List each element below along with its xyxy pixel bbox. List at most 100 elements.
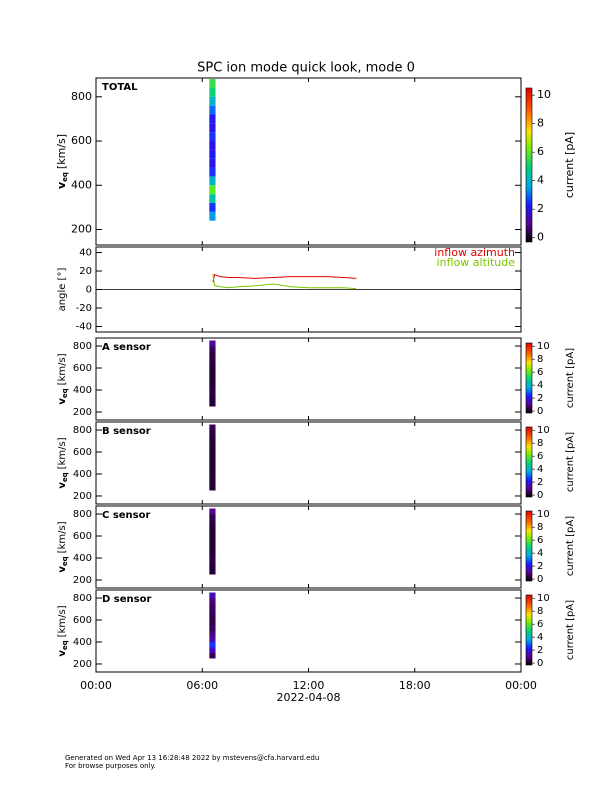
panel-frame bbox=[95, 589, 522, 673]
y-tick-label: 800 bbox=[73, 509, 92, 520]
y-tick-label: 200 bbox=[73, 575, 92, 586]
spectrogram-cell bbox=[209, 87, 216, 97]
spectrogram-cell bbox=[209, 446, 216, 453]
spectrogram-cell bbox=[209, 441, 216, 447]
y-axis-label: angle [°] bbox=[57, 268, 68, 312]
spectrogram-cell bbox=[209, 514, 216, 520]
spectrogram-cell bbox=[209, 340, 216, 347]
spectrogram-cell bbox=[209, 79, 216, 88]
colorbar-tick-label: 8 bbox=[537, 606, 543, 617]
spectrogram-cell bbox=[209, 468, 216, 474]
panel-label: B sensor bbox=[102, 426, 151, 437]
x-axis-label: 2022-04-08 bbox=[277, 691, 341, 704]
colorbar-tick-label: 0 bbox=[537, 231, 544, 244]
spectrogram-cell bbox=[209, 194, 216, 203]
colorbar-tick-label: 6 bbox=[537, 145, 544, 158]
y-axis-label: veq [km/s] bbox=[57, 521, 69, 572]
colorbar bbox=[525, 594, 533, 666]
y-label-symbol: v bbox=[57, 566, 68, 573]
y-tick-label: 800 bbox=[73, 593, 92, 604]
footer-line: For browse purposes only. bbox=[65, 762, 156, 770]
spectrogram-cell bbox=[209, 395, 216, 401]
y-tick-label: 400 bbox=[73, 469, 92, 480]
x-tick-label: 12:00 bbox=[293, 679, 325, 692]
y-tick-label: 200 bbox=[73, 659, 92, 670]
y-tick-label: 400 bbox=[73, 637, 92, 648]
spectrogram-cell bbox=[209, 149, 216, 159]
colorbar-tick-label: 0 bbox=[537, 490, 543, 501]
colorbar-tick-label: 6 bbox=[537, 619, 543, 630]
spectrogram-cell bbox=[209, 603, 216, 610]
spectrogram-cell bbox=[209, 96, 216, 106]
y-label-subscript: eq bbox=[61, 556, 69, 566]
colorbar-label: current [pA] bbox=[565, 348, 576, 408]
y-tick-label: 600 bbox=[71, 134, 92, 147]
y-tick-label: 200 bbox=[73, 491, 92, 502]
legend-entry: inflow altitude bbox=[437, 256, 516, 269]
colorbar-label: current [pA] bbox=[563, 132, 576, 198]
spectrogram-cell bbox=[209, 641, 216, 648]
series-line bbox=[212, 273, 357, 290]
colorbar-tick-label: 6 bbox=[537, 451, 543, 462]
y-tick-label: 600 bbox=[73, 447, 92, 458]
spectrogram-cell bbox=[209, 568, 216, 575]
spectrogram-cell bbox=[209, 185, 216, 195]
spectrogram-cell bbox=[209, 625, 216, 631]
colorbar-tick-label: 2 bbox=[537, 645, 543, 656]
spectrogram-cell bbox=[209, 424, 216, 431]
panel-frame bbox=[95, 505, 522, 589]
spectrogram-cell bbox=[209, 430, 216, 436]
spectrogram-cell bbox=[209, 452, 216, 458]
panel-frame bbox=[95, 421, 522, 505]
spectrogram-cell bbox=[209, 479, 216, 485]
colorbar-tick-label: 0 bbox=[537, 406, 543, 417]
spectrogram-cell bbox=[209, 530, 216, 537]
colorbar bbox=[525, 510, 533, 582]
spectrogram-cell bbox=[209, 379, 216, 385]
chart-title: SPC ion mode quick look, mode 0 bbox=[197, 61, 415, 76]
y-axis-label: veq [km/s] bbox=[55, 134, 69, 189]
y-tick-label: 600 bbox=[73, 615, 92, 626]
panel-frame bbox=[95, 337, 522, 421]
x-tick-label: 00:00 bbox=[80, 679, 112, 692]
spectrogram-cell bbox=[209, 362, 216, 369]
y-label-subscript: eq bbox=[61, 388, 69, 398]
spectrogram-cell bbox=[209, 547, 216, 553]
spectrogram-cell bbox=[209, 389, 216, 396]
colorbar-tick-label: 2 bbox=[537, 202, 544, 215]
spectrogram-cell bbox=[209, 123, 216, 133]
panel-label: A sensor bbox=[102, 342, 151, 353]
y-label-symbol: v bbox=[55, 181, 68, 189]
y-label-unit: [km/s] bbox=[55, 134, 68, 169]
panel-frame bbox=[95, 77, 522, 246]
colorbar-tick-label: 10 bbox=[537, 88, 551, 101]
spectrogram-cell bbox=[209, 457, 216, 463]
panel-label: TOTAL bbox=[102, 82, 138, 93]
colorbar-tick-label: 2 bbox=[537, 561, 543, 572]
colorbar bbox=[525, 426, 533, 498]
colorbar-tick-label: 8 bbox=[537, 354, 543, 365]
spectrogram-cell bbox=[209, 592, 216, 599]
x-tick-label: 18:00 bbox=[399, 679, 431, 692]
spectrogram-cell bbox=[209, 484, 216, 491]
y-tick-label: 0 bbox=[86, 285, 92, 296]
colorbar-tick-label: 4 bbox=[537, 464, 543, 475]
y-label-symbol: v bbox=[57, 398, 68, 405]
colorbar-tick-label: 6 bbox=[537, 367, 543, 378]
spectrogram-cell bbox=[209, 141, 216, 150]
colorbar-tick-label: 10 bbox=[537, 425, 550, 436]
y-tick-label: 400 bbox=[73, 385, 92, 396]
y-tick-label: 40 bbox=[79, 248, 92, 259]
spectrogram-cell bbox=[209, 598, 216, 604]
spectrogram-cell bbox=[209, 435, 216, 442]
spectrogram-cell bbox=[209, 167, 216, 177]
colorbar-tick-label: 2 bbox=[537, 393, 543, 404]
y-label-unit: [km/s] bbox=[57, 521, 68, 553]
spectrogram-cell bbox=[209, 357, 216, 363]
colorbar-tick-label: 4 bbox=[537, 632, 543, 643]
panel-label: C sensor bbox=[102, 510, 150, 521]
spectrogram-cell bbox=[209, 508, 216, 515]
spectrogram-cell bbox=[209, 473, 216, 480]
spectrogram-cell bbox=[209, 631, 216, 637]
y-label-subscript: eq bbox=[61, 472, 69, 482]
